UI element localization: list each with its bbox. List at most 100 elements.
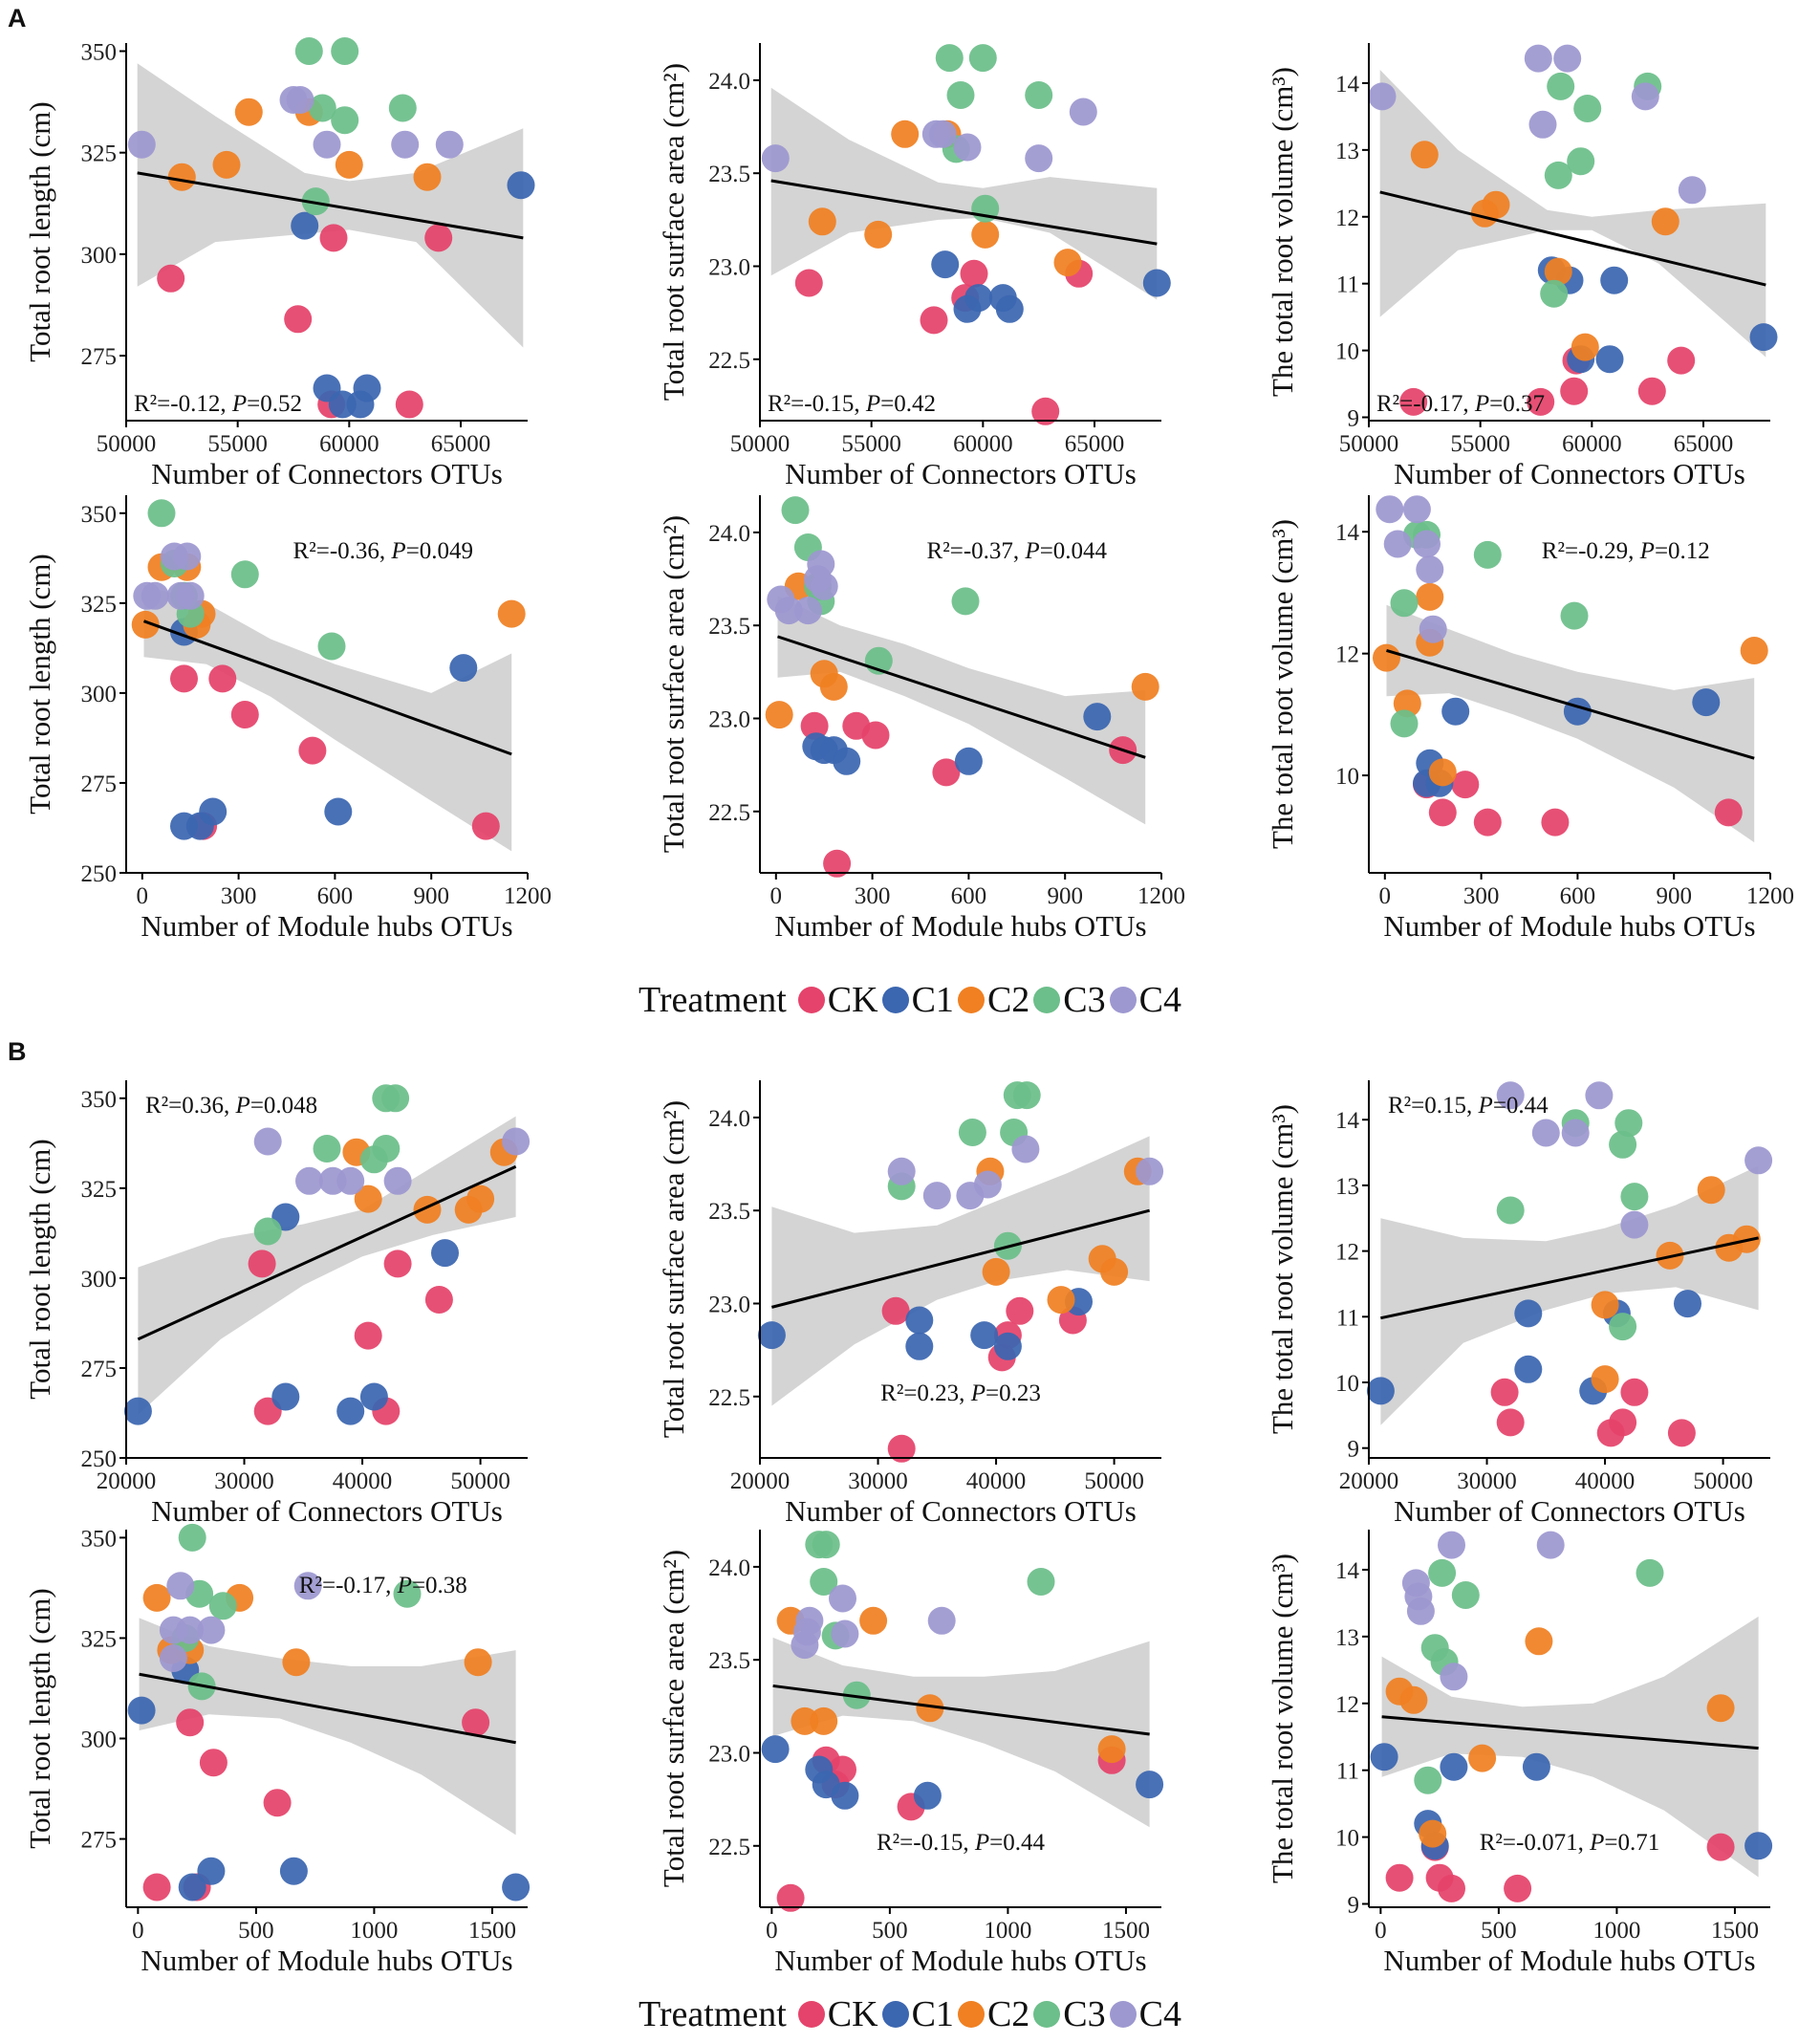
data-point-c3 (782, 496, 810, 524)
legend-item-c4: C4 (1106, 979, 1181, 1021)
legend-item-c2: C2 (954, 979, 1029, 1021)
y-axis-label: Total root length (cm) (23, 1588, 56, 1848)
y-tick-label: 300 (81, 1728, 118, 1753)
x-tick-label: 50000 (1084, 1468, 1144, 1494)
data-point-c2 (1483, 191, 1510, 219)
regression-annotation: R²=0.36, P=0.048 (145, 1093, 317, 1119)
scatter-chart-b-2-1: 20000 30000 40000 5000022.523.023.524.0Numb… (657, 1080, 1163, 1528)
legend-dot-c1 (882, 987, 909, 1013)
regression-annotation: R²=-0.071, P=0.71 (1480, 1830, 1660, 1856)
data-point-c4 (1529, 111, 1557, 139)
y-tick-label: 24.0 (708, 69, 750, 95)
data-point-c1 (994, 1333, 1022, 1360)
y-tick-label: 23.5 (708, 1648, 750, 1674)
y-tick-label: 11 (1336, 1759, 1359, 1785)
scatter-chart-b-3-2: 0 500 1000 1500 9 10 11 12 13 14 Number of Module … (1266, 1530, 1772, 1977)
data-point-c2 (498, 600, 526, 628)
data-point-c2 (213, 151, 241, 179)
x-axis-label: Number of Module hubs OTUs (141, 1944, 512, 1977)
data-point-c2 (143, 1584, 171, 1612)
annotation-r2: R²=0.36, (145, 1093, 236, 1119)
data-point-ck (961, 260, 988, 288)
annotation-p-symbol: P (390, 538, 405, 564)
legend-dot-c4 (1110, 2001, 1137, 2028)
x-tick-label: 1000 (984, 1918, 1031, 1944)
data-point-c1 (360, 1383, 388, 1411)
data-point-ck (355, 1322, 382, 1350)
data-point-ck (795, 270, 823, 297)
y-tick-label: 9 (1348, 1437, 1360, 1463)
legend-dot-c3 (1033, 2001, 1060, 2028)
scatter-chart-b-2-0: 20000 30000 40000 50000 250 275 300 325 350 Numbe… (23, 1080, 530, 1528)
x-tick-label: 65000 (1674, 431, 1734, 457)
data-point-c4 (1413, 531, 1441, 558)
x-tick-label: 300 (855, 883, 891, 909)
x-tick-label: 55000 (207, 431, 268, 457)
data-point-c4 (254, 1128, 282, 1156)
data-point-c4 (1070, 98, 1097, 126)
data-point-c3 (959, 1119, 986, 1146)
y-tick-label: 24.0 (708, 521, 750, 547)
data-point-c1 (502, 1874, 530, 1902)
y-tick-label: 14 (1335, 72, 1360, 98)
data-point-c2 (1373, 644, 1400, 672)
x-axis-label: Number of Connectors OTUs (785, 1494, 1137, 1528)
data-point-c1 (1441, 698, 1469, 726)
data-point-c1 (1371, 1743, 1398, 1771)
annotation-r2: R²=-0.36, (293, 538, 392, 564)
data-point-c4 (336, 1167, 364, 1195)
data-point-c4 (1532, 1119, 1560, 1147)
x-tick-label: 1200 (504, 883, 552, 909)
y-tick-label: 23.0 (708, 1292, 750, 1317)
x-tick-label: 65000 (431, 431, 491, 457)
legend-label-ck: CK (828, 1993, 878, 2035)
data-point-c4 (1403, 495, 1431, 523)
y-axis-label: Total root surface area (cm²) (657, 63, 690, 401)
annotation-p-symbol: P (1478, 1093, 1493, 1119)
legend-label-c1: C1 (912, 979, 954, 1021)
annotation-p-value: =0.049 (406, 538, 473, 564)
x-tick-label: 30000 (214, 1468, 274, 1494)
data-point-c3 (952, 587, 980, 615)
data-point-c4 (314, 131, 341, 159)
x-tick-label: 40000 (333, 1468, 393, 1494)
data-point-c4 (1620, 1211, 1648, 1239)
y-tick-label: 10 (1335, 339, 1359, 365)
data-point-c2 (1592, 1365, 1619, 1393)
data-point-c4 (287, 86, 314, 114)
data-point-c3 (1391, 589, 1419, 617)
y-axis-label: Total root surface area (cm²) (657, 515, 690, 853)
scatter-chart-a-1-1: 0 300 600 900 120022.523.023.524.0Number of … (657, 495, 1185, 943)
y-tick-label: 14 (1335, 1108, 1360, 1134)
treatment-legend-a: Treatment CK C1 C2 C3 C4 (0, 976, 1820, 1024)
x-tick-label: 20000 (730, 1468, 791, 1494)
y-tick-label: 350 (81, 502, 118, 528)
x-tick-label: 55000 (841, 431, 901, 457)
data-point-c4 (794, 597, 822, 624)
data-point-c4 (829, 1585, 856, 1613)
data-point-c1 (1367, 1377, 1395, 1404)
data-point-c3 (1028, 1568, 1055, 1596)
regression-annotation: R²=-0.15, P=0.44 (877, 1830, 1045, 1856)
data-point-c1 (1143, 270, 1171, 297)
x-tick-label: 900 (1656, 883, 1692, 909)
data-point-c1 (291, 212, 318, 240)
data-point-c4 (1562, 1119, 1590, 1147)
data-point-ck (284, 305, 312, 333)
data-point-ck (1429, 798, 1457, 826)
data-point-c4 (811, 573, 838, 600)
data-point-c2 (168, 163, 196, 191)
y-tick-label: 22.5 (708, 348, 750, 374)
y-tick-label: 9 (1348, 406, 1360, 432)
data-point-c4 (1419, 616, 1447, 643)
data-point-c4 (1585, 1081, 1613, 1109)
data-point-c1 (1744, 1832, 1772, 1859)
data-point-c4 (1404, 1582, 1432, 1610)
data-point-c3 (209, 1592, 237, 1619)
data-point-c2 (1592, 1291, 1619, 1318)
data-point-c3 (936, 44, 964, 72)
data-point-c1 (324, 798, 352, 826)
data-point-c3 (1452, 1581, 1480, 1609)
data-point-ck (170, 664, 198, 692)
legend-label-c3: C3 (1063, 1993, 1105, 2035)
